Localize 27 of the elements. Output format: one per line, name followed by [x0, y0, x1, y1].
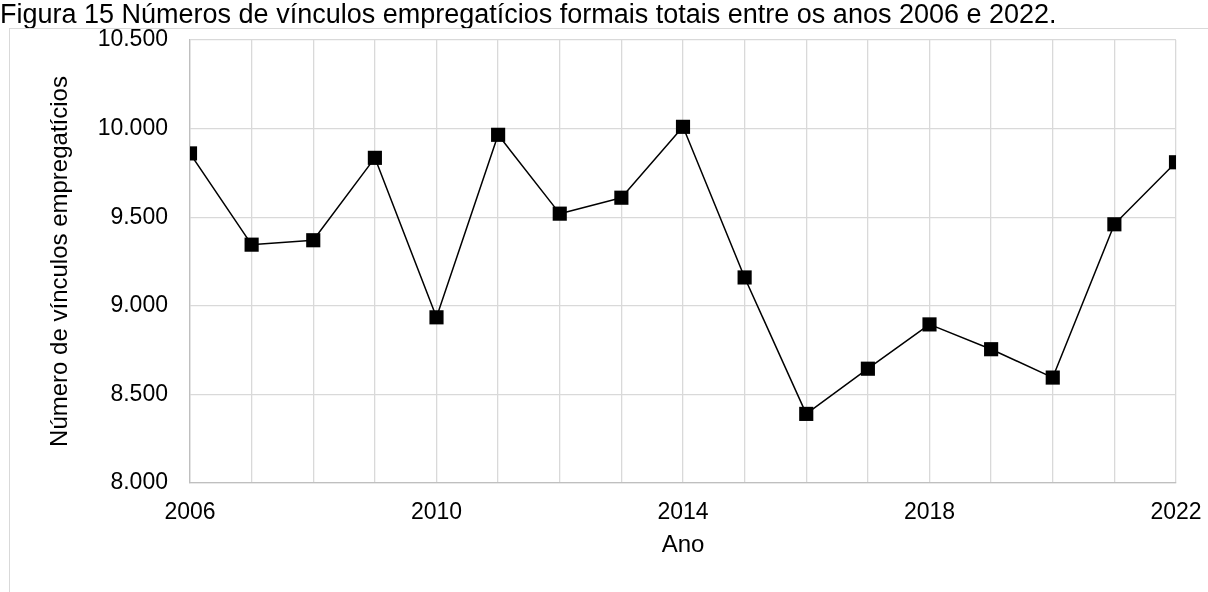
y-tick-label: 8.000: [110, 468, 168, 495]
x-axis-title: Ano: [661, 530, 705, 558]
point: [860, 361, 875, 376]
y-tick-label: 8.500: [110, 379, 168, 406]
point: [799, 406, 814, 421]
point: [367, 150, 382, 165]
x-tick-label: 2014: [657, 498, 709, 525]
point: [614, 190, 629, 205]
x-tick-label: 2018: [903, 498, 956, 525]
point: [922, 317, 937, 332]
point: [306, 233, 321, 248]
point: [552, 206, 567, 221]
y-tick-label: 9.000: [110, 291, 168, 318]
point: [1107, 217, 1122, 232]
y-tick-label: 9.500: [110, 202, 168, 229]
point: [1045, 370, 1060, 385]
point: [675, 119, 691, 134]
point: [984, 342, 999, 357]
point: [244, 237, 259, 252]
point: [429, 310, 444, 325]
y-axis-title: Número de vínculos empregatícios: [45, 76, 73, 447]
point: [491, 127, 506, 142]
x-tick-label: 2022: [1150, 498, 1202, 525]
y-tick-label: 10.000: [97, 113, 168, 140]
point: [737, 270, 752, 285]
x-tick-label: 2010: [410, 498, 463, 525]
x-tick-label: 2006: [164, 498, 216, 525]
